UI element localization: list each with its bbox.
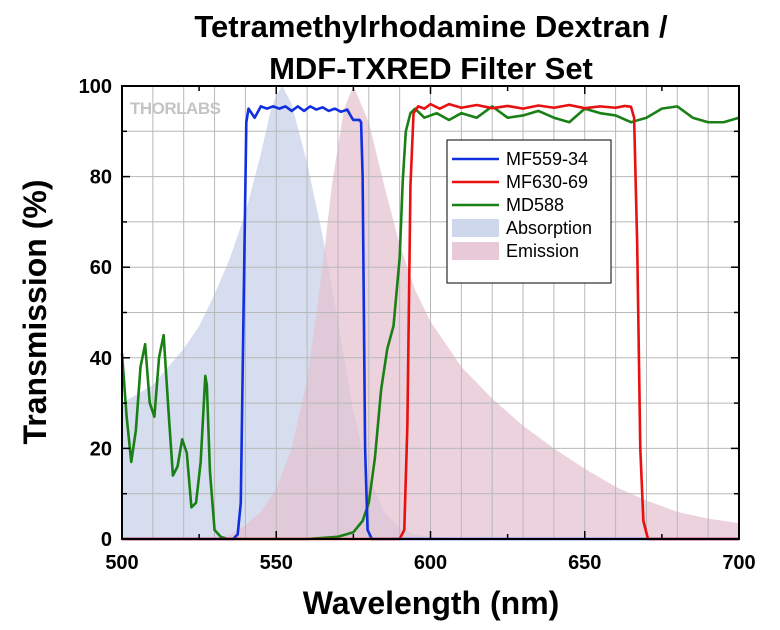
y-tick-label: 20 bbox=[90, 438, 112, 460]
y-axis-title: Transmission (%) bbox=[17, 180, 53, 445]
grid-lines bbox=[122, 86, 739, 539]
legend-label-mf559-34: MF559-34 bbox=[506, 149, 588, 169]
x-tick-label: 700 bbox=[722, 552, 755, 574]
plot-frame bbox=[121, 85, 740, 540]
y-tick-label: 100 bbox=[79, 76, 112, 98]
x-tick-labels: 500 550 600 650 700 bbox=[105, 552, 755, 574]
y-tick-label: 60 bbox=[90, 257, 112, 279]
legend-swatch-emission bbox=[452, 242, 499, 260]
legend-label-emission: Emission bbox=[506, 241, 579, 261]
chart-title-line-1: Tetramethylrhodamine Dextran / bbox=[194, 9, 668, 44]
legend-swatch-absorption bbox=[452, 219, 499, 237]
filter-lines bbox=[120, 102, 740, 541]
legend-label-md588: MD588 bbox=[506, 195, 564, 215]
y-tick-label: 80 bbox=[90, 167, 112, 189]
x-tick-label: 500 bbox=[105, 552, 138, 574]
y-tick-label: 40 bbox=[90, 348, 112, 370]
y-tick-label: 0 bbox=[101, 529, 112, 551]
x-tick-label: 550 bbox=[260, 552, 293, 574]
legend-label-absorption: Absorption bbox=[506, 218, 592, 238]
mf630-69-line bbox=[122, 102, 739, 541]
md588-line bbox=[120, 105, 740, 541]
chart-title-line-2: MDF-TXRED Filter Set bbox=[269, 51, 593, 86]
x-axis-title: Wavelength (nm) bbox=[303, 585, 560, 621]
thorlabs-watermark: THORLABS bbox=[130, 99, 221, 118]
x-tick-label: 650 bbox=[568, 552, 601, 574]
legend-label-mf630-69: MF630-69 bbox=[506, 172, 588, 192]
x-tick-label: 600 bbox=[414, 552, 447, 574]
y-tick-labels: 0 20 40 60 80 100 bbox=[79, 76, 112, 551]
legend: MF559-34 MF630-69 MD588 Absorption Emission bbox=[446, 139, 612, 284]
mf559-34-line bbox=[122, 105, 739, 541]
emission-area bbox=[214, 86, 740, 539]
